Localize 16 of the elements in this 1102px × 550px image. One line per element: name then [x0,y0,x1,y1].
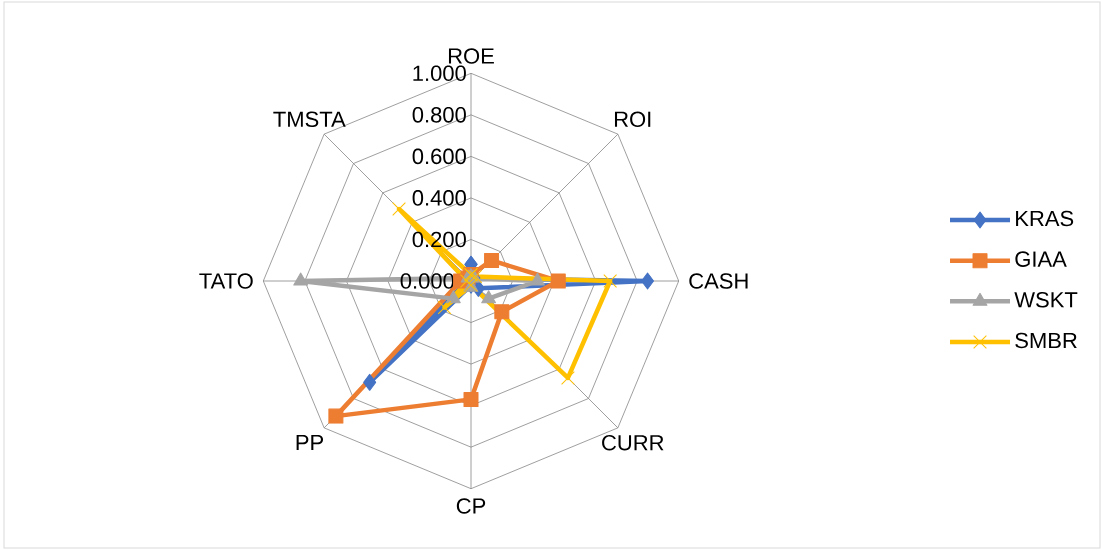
legend-label: SMBR [1015,332,1077,349]
y-tick-label: 0.400 [412,190,466,206]
legend-label: GIAA [1015,251,1067,267]
spoke-label: CURR [602,434,664,451]
spoke-label: ROE [448,48,494,64]
legend-label: KRAS [1016,210,1074,227]
y-tick-label: 1.000 [413,65,466,82]
y-tick-label: 0.600 [412,148,466,165]
spoke-label: CP [456,498,486,514]
spoke-label: TMSTA [273,111,346,128]
spoke-label: PP [296,434,324,451]
spoke-label: ROI [614,111,651,128]
spoke-label: CASH [689,273,748,289]
legend-label: WSKT [1014,291,1078,308]
y-tick-label: 0.800 [412,107,466,123]
spoke-label: TATO [199,273,253,289]
